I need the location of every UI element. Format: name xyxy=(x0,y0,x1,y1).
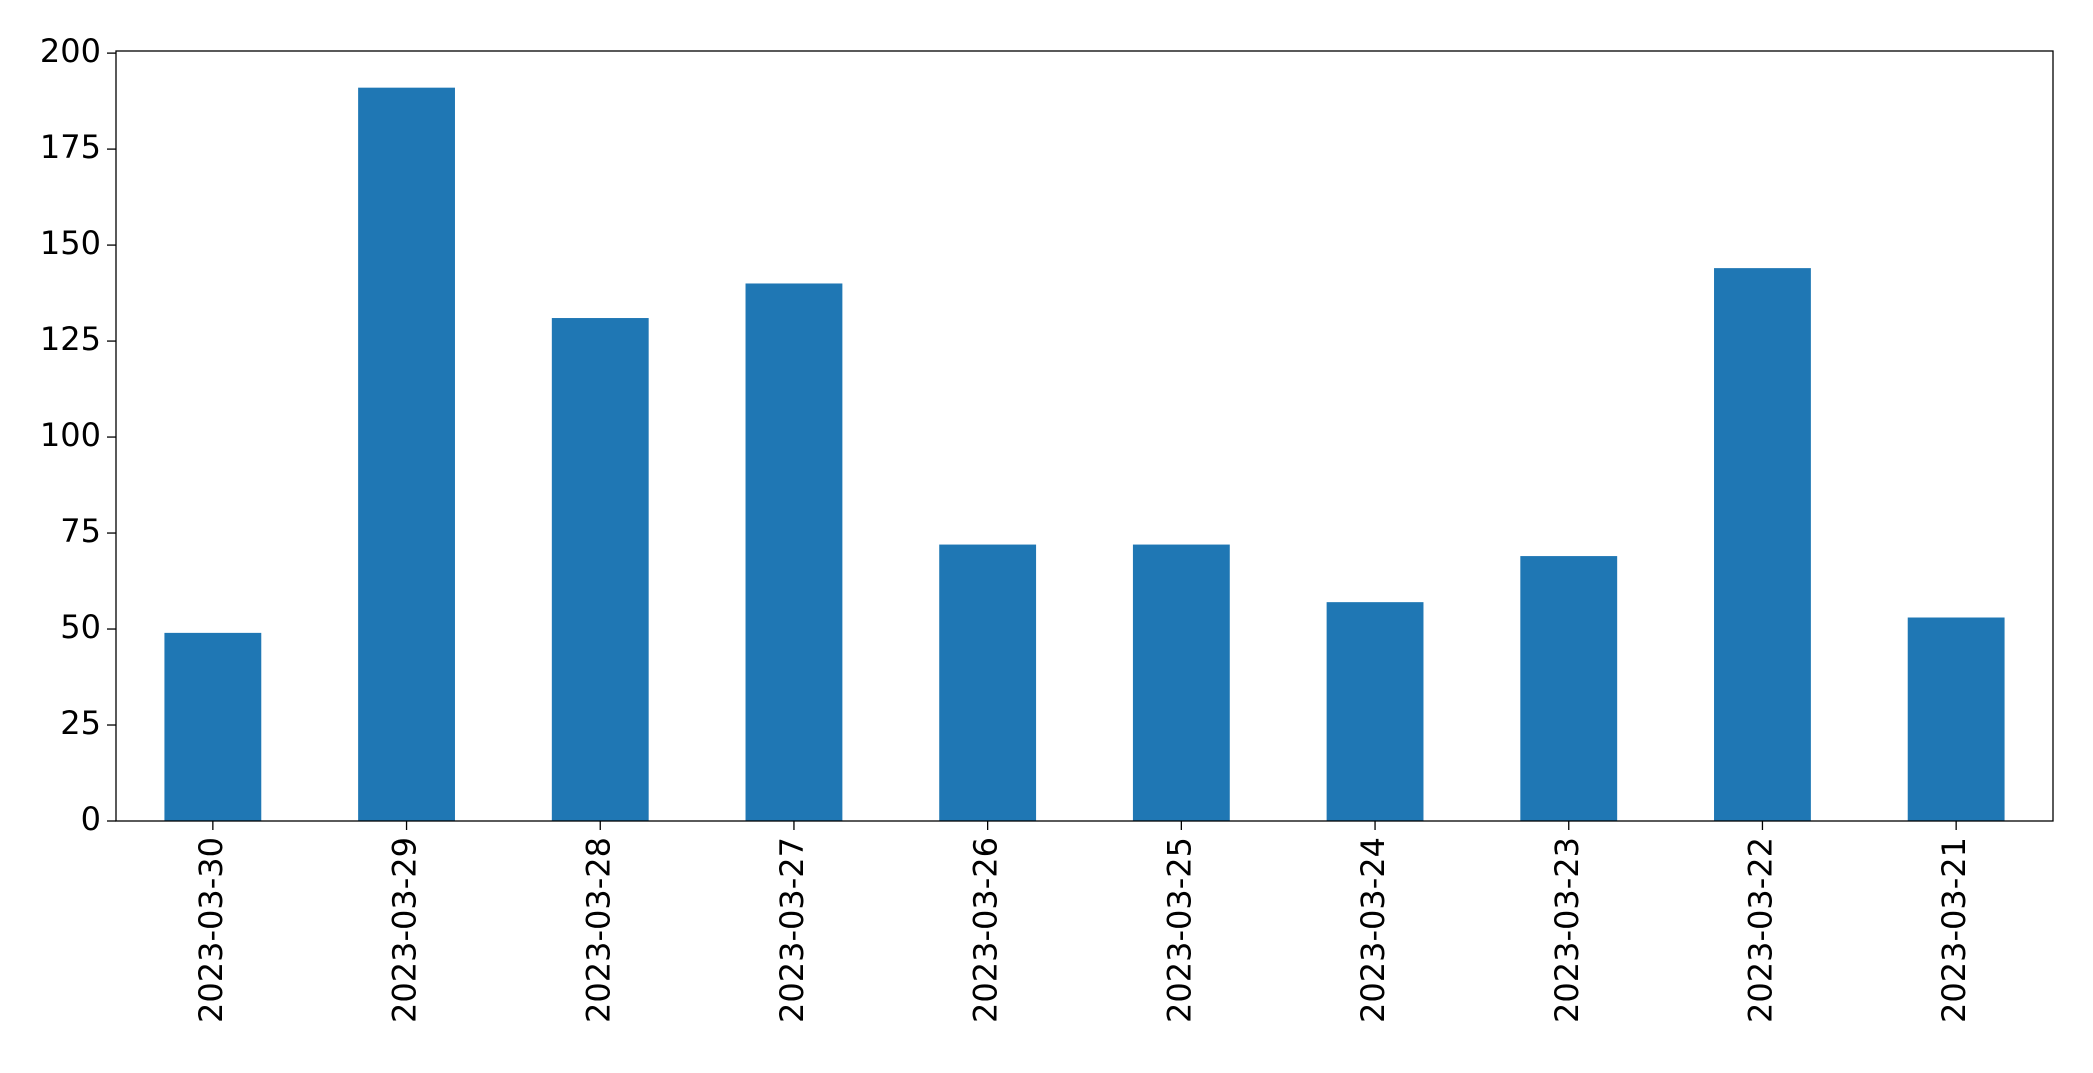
bar xyxy=(1520,556,1618,821)
x-tick-label: 2023-03-29 xyxy=(386,837,424,1023)
y-tick-label: 0 xyxy=(81,800,101,838)
x-tick-label: 2023-03-27 xyxy=(773,837,811,1023)
bar xyxy=(1132,544,1230,821)
x-tick-label: 2023-03-28 xyxy=(579,837,617,1023)
x-tick-label: 2023-03-25 xyxy=(1160,837,1198,1023)
y-tick-label: 50 xyxy=(60,608,101,646)
bar xyxy=(1714,268,1811,821)
y-tick-label: 75 xyxy=(60,512,101,550)
bar xyxy=(745,283,843,822)
bar xyxy=(1907,617,2005,821)
y-tick-label: 125 xyxy=(40,320,101,358)
bar xyxy=(164,632,262,821)
y-tick-label: 100 xyxy=(40,416,101,454)
y-tick-label: 25 xyxy=(60,704,101,742)
x-tick-label: 2023-03-21 xyxy=(1935,837,1973,1023)
bar xyxy=(551,318,649,821)
bar xyxy=(939,544,1037,821)
x-tick-label: 2023-03-26 xyxy=(967,837,1005,1023)
plot-frame xyxy=(115,50,2054,822)
x-tick-label: 2023-03-24 xyxy=(1354,837,1392,1023)
y-tick-label: 175 xyxy=(40,128,101,166)
y-tick-label: 150 xyxy=(40,224,101,262)
y-tick-label: 200 xyxy=(40,32,101,70)
bar xyxy=(1326,602,1424,821)
x-tick-label: 2023-03-30 xyxy=(192,837,230,1023)
bar xyxy=(358,87,455,821)
x-tick-label: 2023-03-23 xyxy=(1548,837,1586,1023)
x-tick-label: 2023-03-22 xyxy=(1741,837,1779,1023)
